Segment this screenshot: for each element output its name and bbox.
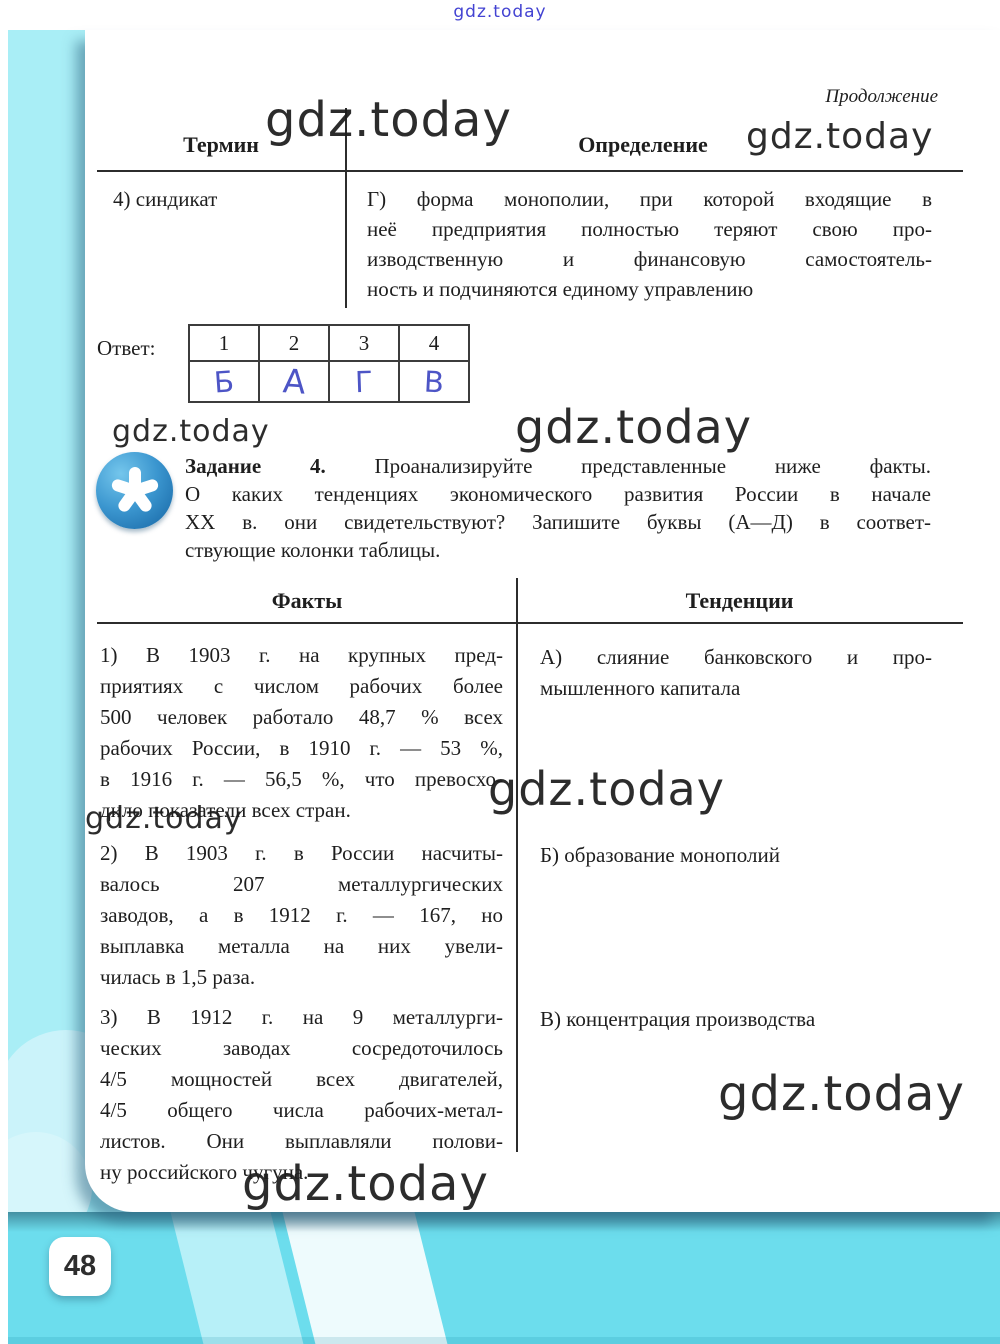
- tendency-row-1: А) слияние банковского и про-мышленного …: [540, 645, 932, 700]
- answer-col-1: 1: [188, 324, 260, 362]
- table-header-rule: [97, 170, 963, 172]
- answer-cell-4: В: [398, 360, 470, 403]
- task-number-label: Задание 4.: [185, 454, 326, 478]
- watermark: gdz.today: [718, 1066, 965, 1122]
- watermark: gdz.today: [85, 801, 243, 836]
- answer-header-row: 1 2 3 4: [188, 324, 470, 362]
- watermark: gdz.today: [488, 762, 725, 816]
- answer-col-4: 4: [398, 324, 470, 362]
- watermark-link[interactable]: gdz.today: [453, 2, 547, 22]
- watermark: gdz.today: [242, 1156, 489, 1212]
- handwritten-letter: В: [423, 364, 445, 399]
- task-marker: [96, 452, 173, 529]
- continuation-label: Продолжение: [825, 86, 938, 107]
- answer-col-3: 3: [328, 324, 400, 362]
- handwritten-letter: Б: [212, 363, 236, 400]
- table-column-divider: [345, 108, 347, 308]
- task-text: Задание 4. Проанализируйте представленны…: [185, 452, 931, 564]
- watermark: gdz.today: [746, 116, 934, 157]
- term-cell: 4) синдикат: [113, 187, 218, 211]
- answer-label: Ответ:: [97, 336, 156, 360]
- task-line-1: Задание 4. Проанализируйте представленны…: [185, 452, 931, 480]
- task-intro: Проанализируйте представленные ниже факт…: [325, 454, 931, 478]
- answer-cell-1: Б: [188, 360, 260, 403]
- tendency-row-3: В) концентрация производства: [540, 1007, 816, 1031]
- card-shadow-edge: [8, 1212, 1000, 1232]
- bottom-decoration-band: [8, 1212, 1000, 1344]
- band-bottom-edge: [8, 1337, 1000, 1344]
- handwritten-letter: А: [281, 361, 307, 402]
- definition-cell: Г) форма монополии, при которой входящие…: [367, 187, 932, 301]
- facts-column-divider: [516, 578, 518, 1152]
- facts-column-header: Факты: [271, 588, 343, 613]
- definition-column-header: Определение: [578, 132, 708, 157]
- handwritten-letter: Г: [354, 364, 374, 399]
- page-card: [85, 30, 1000, 1212]
- answer-col-2: 2: [258, 324, 330, 362]
- cyan-stripe: [8, 30, 85, 1212]
- term-column-header: Термин: [183, 132, 259, 157]
- page-number-badge: 48: [49, 1237, 111, 1296]
- watermark: gdz.today: [112, 414, 270, 449]
- tendency-row-2: Б) образование монополий: [540, 843, 780, 867]
- watermark: gdz.today: [265, 92, 512, 148]
- answer-cell-3: Г: [328, 360, 400, 403]
- fact-row-1: 1) В 1903 г. на крупных пред-приятиях с …: [100, 643, 503, 822]
- facts-header-rule: [97, 622, 963, 624]
- tendencies-column-header: Тенденции: [685, 588, 794, 613]
- answer-cell-2: А: [258, 360, 330, 403]
- answer-table: 1 2 3 4 Б А Г В: [188, 324, 470, 403]
- fact-row-3: 3) В 1912 г. на 9 металлурги-ческих заво…: [100, 1005, 503, 1184]
- answer-letters-row: Б А Г В: [188, 360, 470, 403]
- task-lines: О каких тенденциях экономического развит…: [185, 482, 931, 562]
- watermark: gdz.today: [515, 400, 752, 454]
- fact-row-2: 2) В 1903 г. в России насчиты-валось 207…: [100, 841, 503, 989]
- asterisk-icon: [111, 466, 158, 512]
